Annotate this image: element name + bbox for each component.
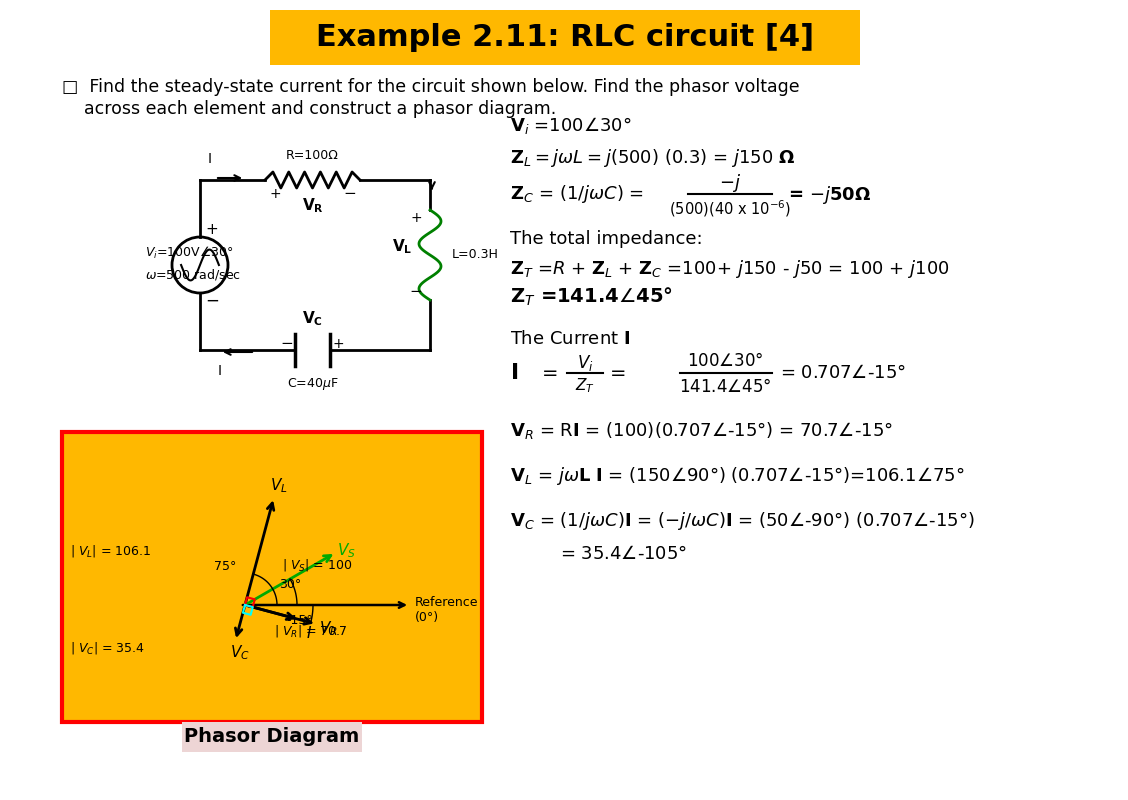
Text: I: I xyxy=(208,152,212,166)
Text: $\mathbf{V}_L$ = $j\omega\mathbf{L}$ $\mathbf{I}$ = (150$\angle$90°) (0.707$\ang: $\mathbf{V}_L$ = $j\omega\mathbf{L}$ $\m… xyxy=(510,465,964,487)
Text: $\mathbf{Z}_C$ = (1/$j\omega C$) =: $\mathbf{Z}_C$ = (1/$j\omega C$) = xyxy=(510,183,644,205)
Text: $\mathbf{Z}_L = j\omega L = j$(500) (0.3) = $j$150 $\mathbf{\Omega}$: $\mathbf{Z}_L = j\omega L = j$(500) (0.3… xyxy=(510,147,795,169)
Text: The Current $\mathbf{I}$: The Current $\mathbf{I}$ xyxy=(510,330,631,348)
Text: $\mathbf{V}_R$ = R$\mathbf{I}$ = (100)(0.707$\angle$-15°) = 70.7$\angle$-15°: $\mathbf{V}_R$ = R$\mathbf{I}$ = (100)(0… xyxy=(510,420,893,441)
Text: −: − xyxy=(344,186,356,202)
Text: = 35.4$\angle$-105°: = 35.4$\angle$-105° xyxy=(559,545,687,563)
Text: $V_C$: $V_C$ xyxy=(230,643,250,662)
Text: $\mathbf{V}_i$ =100$\angle$30°: $\mathbf{V}_i$ =100$\angle$30° xyxy=(510,115,632,136)
Text: −: − xyxy=(281,337,293,351)
Text: across each element and construct a phasor diagram.: across each element and construct a phas… xyxy=(83,100,556,118)
Text: -15°: -15° xyxy=(287,614,314,627)
Text: | $V_L$| = 106.1: | $V_L$| = 106.1 xyxy=(70,543,151,559)
Text: $V_L$: $V_L$ xyxy=(270,476,288,494)
Text: L=0.3H: L=0.3H xyxy=(452,249,499,262)
Text: +: + xyxy=(270,187,281,201)
Text: $V_R$: $V_R$ xyxy=(319,619,338,638)
Text: $\mathbf{V_L}$: $\mathbf{V_L}$ xyxy=(391,238,412,256)
Text: $I$: $I$ xyxy=(306,626,312,642)
Text: $\mathbf{V_C}$: $\mathbf{V_C}$ xyxy=(302,310,323,328)
Text: = 0.707$\angle$-15°: = 0.707$\angle$-15° xyxy=(779,364,906,382)
Text: $Z_T$: $Z_T$ xyxy=(575,377,594,395)
Text: 100$\angle$30°: 100$\angle$30° xyxy=(687,352,764,370)
Bar xyxy=(62,432,482,722)
Text: $-j$: $-j$ xyxy=(719,172,741,194)
Text: $\mathbf{Z}_T$ =$R$ + $\mathbf{Z}_L$ + $\mathbf{Z}_C$ =100+ $j$150 - $j$50 = 100: $\mathbf{Z}_T$ =$R$ + $\mathbf{Z}_L$ + $… xyxy=(510,258,950,280)
Text: C=40$\mu$F: C=40$\mu$F xyxy=(287,376,338,392)
Text: (500)(40 x 10$^{-6}$): (500)(40 x 10$^{-6}$) xyxy=(669,198,791,219)
Bar xyxy=(182,722,362,752)
Text: $V_i$: $V_i$ xyxy=(576,353,593,373)
Text: 141.4$\angle$45°: 141.4$\angle$45° xyxy=(679,378,772,396)
Text: 75°: 75° xyxy=(214,561,236,574)
Text: −: − xyxy=(409,285,422,299)
Text: The total impedance:: The total impedance: xyxy=(510,230,703,248)
Text: = $-j$50$\mathbf{\Omega}$: = $-j$50$\mathbf{\Omega}$ xyxy=(788,184,871,206)
Text: | $V_S$| = 100: | $V_S$| = 100 xyxy=(282,557,352,573)
Text: $\mathbf{V}_C$ = (1/$j\omega C$)$\mathbf{I}$ = ($-j/\omega C$)$\mathbf{I}$ = (50: $\mathbf{V}_C$ = (1/$j\omega C$)$\mathbf… xyxy=(510,510,975,532)
Text: −: − xyxy=(205,292,219,310)
Text: $\mathbf{V_R}$: $\mathbf{V_R}$ xyxy=(301,196,324,214)
Bar xyxy=(270,10,860,65)
Text: I: I xyxy=(218,364,222,378)
Text: =: = xyxy=(610,363,626,382)
Text: +: + xyxy=(205,222,219,237)
Text: Phasor Diagram: Phasor Diagram xyxy=(184,727,360,746)
Text: +: + xyxy=(332,337,344,351)
Text: =: = xyxy=(541,363,558,382)
Text: 30°: 30° xyxy=(279,578,301,591)
Text: | $V_C$| = 35.4: | $V_C$| = 35.4 xyxy=(70,640,144,656)
Text: +: + xyxy=(411,211,422,225)
Text: Example 2.11: RLC circuit [4]: Example 2.11: RLC circuit [4] xyxy=(316,23,814,52)
Text: $\mathbf{Z}_T$ =141.4$\angle$45°: $\mathbf{Z}_T$ =141.4$\angle$45° xyxy=(510,286,672,308)
Text: (0°): (0°) xyxy=(415,611,439,625)
Text: $\omega$=500 rad/sec: $\omega$=500 rad/sec xyxy=(146,267,241,282)
Text: R=100Ω: R=100Ω xyxy=(287,149,338,162)
Text: $\mathbf{I}$: $\mathbf{I}$ xyxy=(510,363,518,383)
Text: $V_i$=100V$\angle$30°: $V_i$=100V$\angle$30° xyxy=(146,245,233,261)
Text: $V_S$: $V_S$ xyxy=(336,541,355,560)
Text: Reference: Reference xyxy=(415,597,478,610)
Text: □  Find the steady-state current for the circuit shown below. Find the phasor vo: □ Find the steady-state current for the … xyxy=(62,78,800,96)
Text: | $V_R$| = 70.7: | $V_R$| = 70.7 xyxy=(274,622,347,638)
